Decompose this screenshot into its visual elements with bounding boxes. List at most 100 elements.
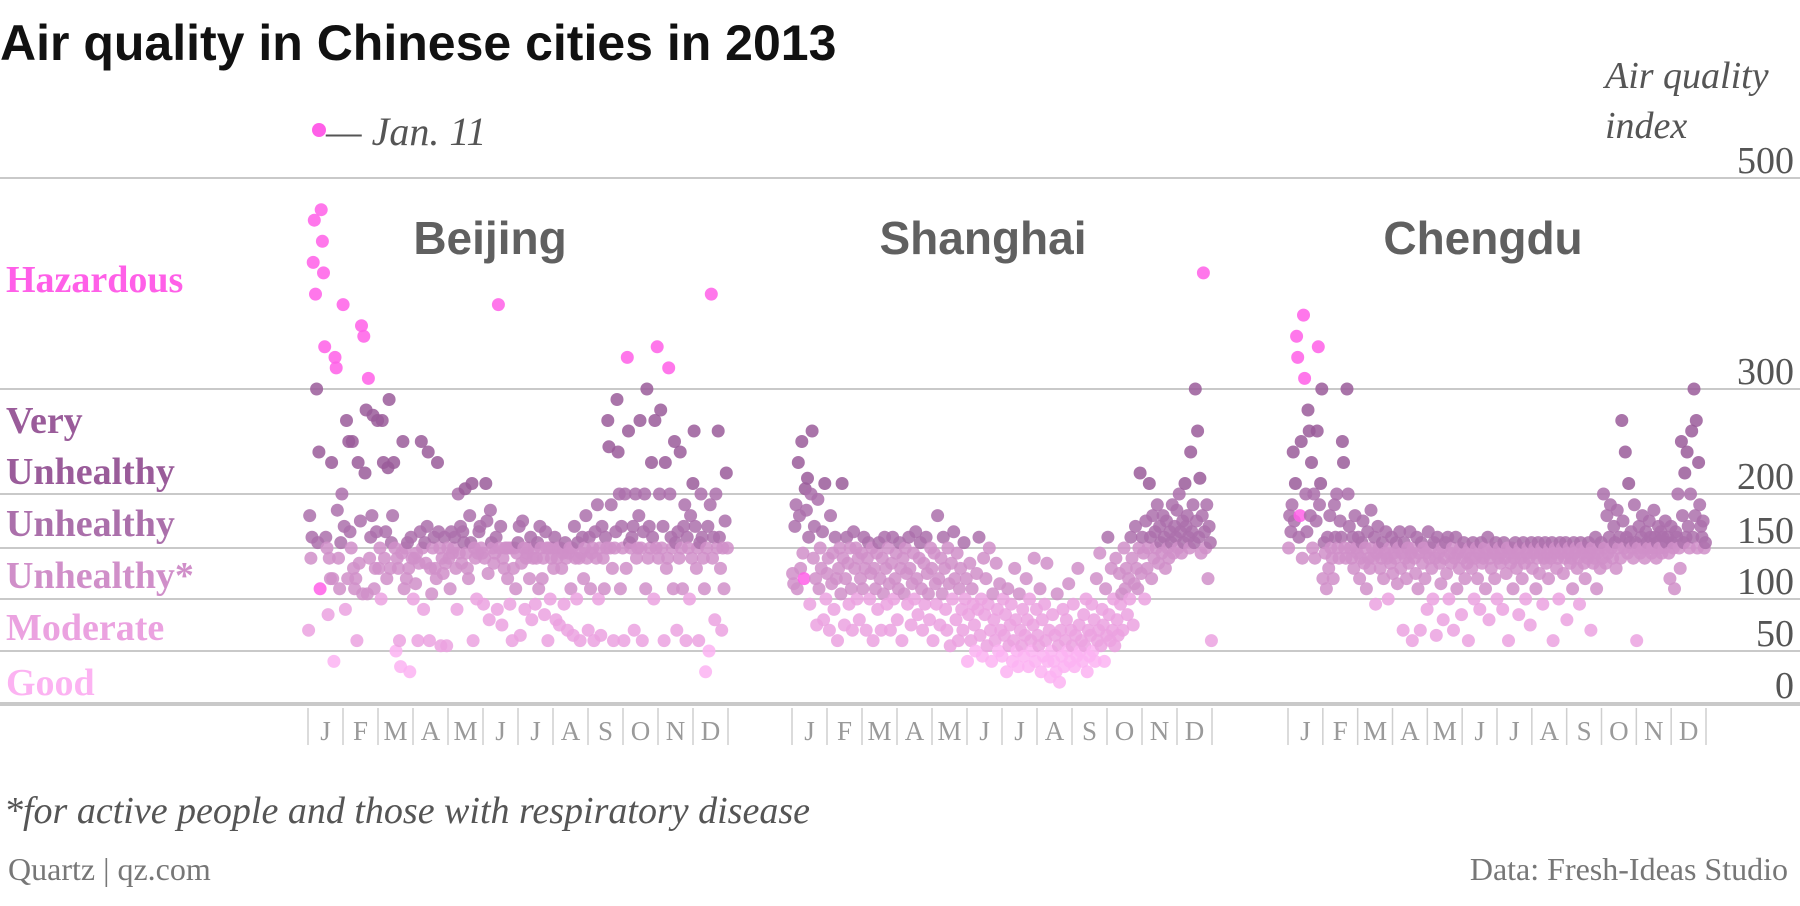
shanghai-point	[1119, 561, 1133, 575]
shanghai-point	[1178, 477, 1192, 490]
shanghai-point	[827, 602, 841, 616]
beijing-point	[328, 350, 342, 364]
beijing-point	[336, 298, 350, 312]
shanghai-point	[1040, 556, 1054, 570]
shanghai-point	[1001, 582, 1015, 596]
shanghai-point	[1099, 582, 1113, 596]
beijing-point	[513, 628, 527, 642]
chengdu-point	[1282, 541, 1296, 555]
shanghai-point	[935, 587, 949, 601]
category-label-5: Moderate	[6, 607, 164, 649]
beijing-point	[715, 623, 729, 637]
beijing-point	[590, 498, 604, 512]
beijing-point	[640, 382, 654, 396]
beijing-month-label-11: D	[701, 716, 721, 746]
beijing-point	[480, 514, 494, 528]
beijing-point	[645, 456, 658, 469]
beijing-point	[594, 628, 608, 642]
beijing-month-label-10: N	[666, 716, 686, 746]
chengdu-point	[1313, 498, 1326, 512]
beijing-point	[370, 525, 383, 539]
beijing-point	[387, 456, 401, 469]
beijing-point	[332, 551, 345, 565]
beijing-point	[632, 509, 646, 523]
shanghai-point	[1146, 509, 1160, 523]
beijing-point	[672, 551, 686, 565]
beijing-point	[564, 582, 578, 596]
beijing-point	[314, 203, 328, 217]
beijing-point	[350, 634, 364, 648]
beijing-point	[307, 213, 321, 227]
footnote: *for active people and those with respir…	[4, 790, 810, 832]
beijing-point	[597, 582, 611, 596]
beijing-point	[489, 530, 503, 544]
beijing-point	[396, 435, 410, 448]
beijing-point	[367, 582, 381, 596]
shanghai-point	[916, 623, 930, 637]
y-axis-title-line1: Air quality	[1602, 55, 1769, 97]
chengdu-point	[1442, 592, 1456, 606]
shanghai-point	[811, 492, 825, 506]
shanghai-month-label-10: N	[1150, 716, 1170, 746]
source-credit: Quartz | qz.com	[8, 851, 211, 887]
beijing-point	[490, 602, 504, 616]
chengdu-point	[1467, 592, 1481, 606]
shanghai-point	[972, 530, 986, 544]
shanghai-point	[1200, 498, 1214, 512]
chengdu-point	[1286, 445, 1300, 459]
chengdu-point	[1647, 503, 1661, 517]
shanghai-point	[963, 556, 977, 570]
shanghai-point	[1093, 546, 1107, 560]
beijing-point	[525, 613, 539, 627]
shanghai-point	[1158, 561, 1172, 575]
beijing-point	[573, 634, 587, 648]
chengdu-point	[1413, 623, 1427, 637]
chengdu-month-label-1: F	[1333, 716, 1348, 746]
beijing-point	[523, 572, 536, 586]
chengdu-point	[1502, 634, 1515, 648]
chengdu-point	[1294, 435, 1308, 448]
legend-highlight-dot	[312, 123, 326, 137]
shanghai-point	[818, 477, 832, 490]
chengdu-point	[1297, 308, 1310, 322]
chengdu-point	[1330, 487, 1344, 501]
shanghai-point	[1059, 613, 1073, 627]
shanghai-point	[839, 572, 852, 586]
beijing-point	[436, 567, 450, 580]
chengdu-point	[1396, 623, 1410, 637]
shanghai-point	[806, 551, 820, 565]
chengdu-point	[1341, 487, 1355, 501]
beijing-point	[327, 654, 341, 668]
shanghai-point	[1203, 536, 1217, 550]
beijing-point	[349, 572, 363, 586]
beijing-point	[532, 582, 546, 596]
chengdu-point	[1308, 551, 1322, 565]
chengdu-point	[1696, 514, 1710, 528]
shanghai-point	[985, 654, 999, 668]
shanghai-point	[956, 623, 970, 637]
chengdu-month-label-11: D	[1679, 716, 1699, 746]
shanghai-point	[1019, 572, 1033, 586]
beijing-point	[509, 582, 523, 596]
chengdu-point	[1609, 561, 1623, 575]
chengdu-point	[1515, 572, 1529, 586]
category-label-0: Hazardous	[6, 259, 183, 301]
chengdu-point	[1546, 634, 1560, 648]
beijing-point	[666, 582, 680, 596]
beijing-point	[409, 577, 423, 591]
shanghai-month-label-2: M	[867, 716, 891, 746]
y-tick-label-500: 500	[1737, 140, 1794, 182]
shanghai-point	[831, 634, 844, 648]
beijing-point	[670, 623, 684, 637]
beijing-point	[518, 602, 532, 616]
shanghai-point	[852, 613, 866, 627]
shanghai-point	[847, 525, 861, 539]
shanghai-point	[1101, 530, 1115, 544]
beijing-point	[677, 519, 691, 533]
chengdu-point	[1316, 572, 1330, 586]
beijing-point	[610, 393, 624, 406]
beijing-point	[397, 582, 411, 596]
shanghai-point	[1140, 561, 1154, 575]
shanghai-point	[950, 546, 964, 560]
beijing-month-label-4: M	[453, 716, 477, 746]
